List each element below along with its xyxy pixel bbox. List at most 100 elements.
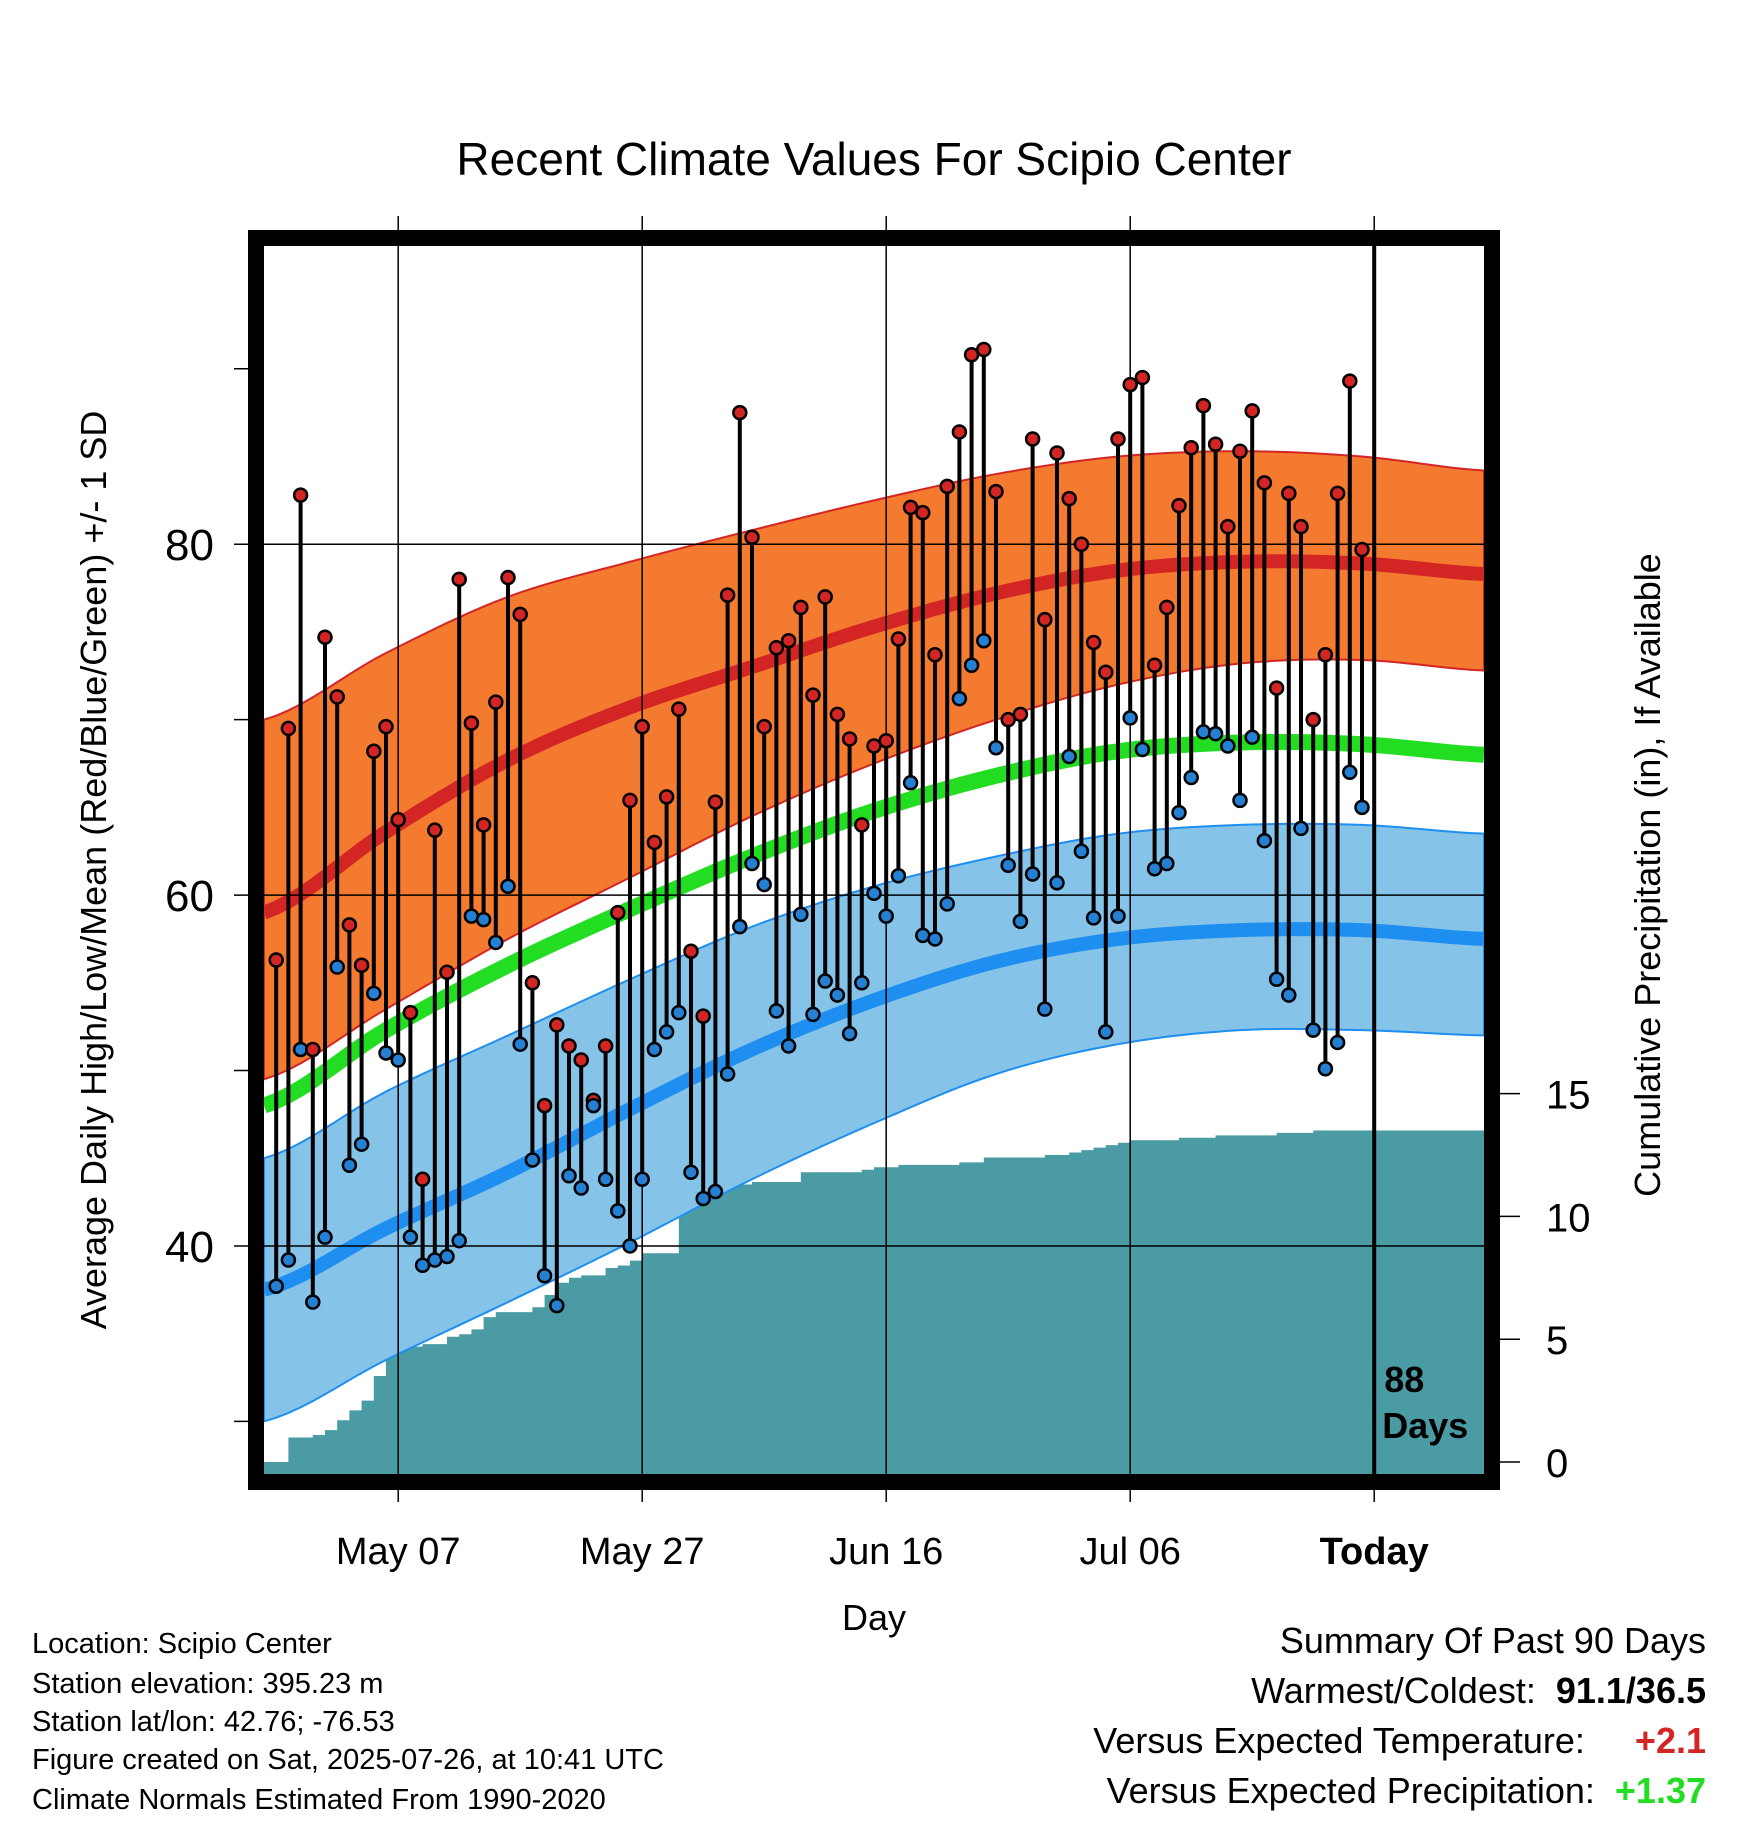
daily-high-dot — [1256, 475, 1273, 491]
daily-high-dot — [305, 1041, 321, 1058]
daily-low-dot — [1159, 855, 1175, 872]
daily-high-dot — [915, 504, 931, 521]
daily-high-dot — [671, 701, 687, 717]
daily-low-dot — [341, 1157, 358, 1173]
high-mean-line — [264, 554, 1484, 920]
daily-low-dot — [439, 1248, 455, 1265]
daily-low-dot — [817, 973, 833, 989]
summary-precip: Versus Expected Precipitation: +1.37 — [1107, 1770, 1706, 1812]
temp-label: Versus Expected Temperature: — [1093, 1720, 1585, 1761]
daily-low-dot — [500, 878, 516, 895]
daily-high-dot — [463, 715, 480, 731]
daily-low-dot — [622, 1238, 638, 1254]
daily-low-dot — [390, 1052, 406, 1068]
daily-low-dot — [1122, 710, 1138, 726]
x-axis-label: Day — [842, 1597, 906, 1638]
daily-low-dot — [1061, 748, 1077, 765]
daily-low-dot — [866, 885, 882, 902]
today-days-count: 88 — [1384, 1359, 1424, 1400]
daily-low-dot — [695, 1190, 711, 1207]
daily-high-dot — [1281, 485, 1297, 502]
footer-elevation: Station elevation: 395.23 m — [32, 1668, 384, 1700]
daily-high-dot — [512, 606, 528, 623]
daily-low-dot — [951, 690, 968, 707]
daily-low-dot — [488, 934, 504, 951]
y2-tick-label: 5 — [1546, 1319, 1568, 1363]
daily-low-dot — [378, 1045, 394, 1061]
daily-low-dot — [1110, 908, 1126, 924]
daily-high-dot — [329, 689, 345, 705]
daily-high-dot — [854, 817, 870, 833]
daily-high-dot — [634, 718, 650, 735]
daily-high-dot — [1122, 376, 1138, 393]
daily-low-dot — [366, 985, 382, 1002]
daily-high-dot — [1012, 706, 1029, 723]
warmest-coldest-value: 91.1/36.5 — [1555, 1670, 1706, 1711]
daily-low-dot — [756, 876, 772, 893]
daily-low-dot — [634, 1171, 650, 1188]
daily-low-dot — [841, 1025, 858, 1042]
daily-low-dot — [268, 1278, 284, 1295]
daily-high-dot — [658, 789, 675, 805]
daily-low-dot — [1195, 724, 1212, 740]
daily-high-dot — [841, 731, 858, 747]
daily-low-dot — [939, 896, 955, 912]
daily-high-dot — [1037, 611, 1053, 628]
daily-low-dot — [902, 775, 919, 791]
daily-low-dot — [793, 906, 809, 923]
daily-high-dot — [963, 347, 980, 363]
daily-high-dot — [500, 569, 516, 586]
summary-heading: Summary Of Past 90 Days — [1279, 1620, 1706, 1661]
daily-high-dot — [488, 694, 504, 710]
y-tick-label: 40 — [165, 1223, 214, 1272]
daily-low-dot — [329, 959, 345, 975]
daily-high-dot — [366, 743, 382, 759]
daily-low-dot — [610, 1203, 626, 1219]
daily-low-dot — [671, 1004, 687, 1021]
daily-high-dot — [280, 720, 297, 737]
daily-high-dot — [1134, 369, 1151, 386]
daily-high-dot — [1085, 634, 1102, 651]
daily-low-dot — [1146, 861, 1163, 877]
daily-low-dot — [1183, 769, 1199, 786]
daily-high-dot — [536, 1097, 553, 1114]
daily-low-dot — [1256, 832, 1273, 849]
daily-low-dot — [1073, 843, 1090, 859]
y2-axis-label: Cumulative Precipitation (in), If Availa… — [1627, 553, 1668, 1197]
daily-low-dot — [646, 1041, 663, 1058]
daily-high-dot — [1317, 646, 1334, 663]
daily-high-dot — [427, 822, 443, 838]
daily-low-dot — [744, 855, 760, 872]
daily-high-dot — [414, 1171, 431, 1188]
daily-low-dot — [719, 1066, 736, 1082]
daily-high-dot — [793, 599, 809, 616]
daily-low-dot — [890, 868, 907, 884]
daily-high-dot — [1000, 711, 1016, 728]
daily-high-dot — [1232, 443, 1248, 460]
daily-low-dot — [512, 1036, 528, 1052]
daily-high-dot — [805, 687, 821, 703]
daily-high-dot — [756, 718, 772, 735]
daily-high-dot — [732, 404, 748, 421]
summary-temp: Versus Expected Temperature: +2.1 — [1093, 1720, 1706, 1762]
daily-high-dot — [780, 632, 797, 649]
daily-high-dot — [439, 964, 455, 981]
daily-high-dot — [1195, 397, 1212, 414]
daily-high-dot — [1244, 403, 1260, 419]
daily-high-dot — [1220, 518, 1236, 535]
daily-low-dot — [1305, 1022, 1321, 1038]
daily-high-dot — [683, 943, 699, 959]
low-mean-line — [264, 922, 1484, 1297]
daily-high-dot — [378, 718, 394, 735]
daily-low-dot — [1293, 820, 1309, 837]
daily-high-dot — [1110, 431, 1126, 447]
daily-high-dot — [1207, 436, 1224, 452]
x-tick-label: Jun 16 — [829, 1531, 943, 1573]
daily-low-dot — [402, 1229, 419, 1245]
daily-high-dot — [1061, 490, 1077, 507]
daily-low-dot — [1281, 987, 1297, 1003]
daily-high-dot — [1098, 664, 1114, 681]
daily-high-dot — [902, 499, 919, 516]
daily-low-dot — [768, 1003, 785, 1019]
daily-low-dot — [707, 1183, 724, 1200]
